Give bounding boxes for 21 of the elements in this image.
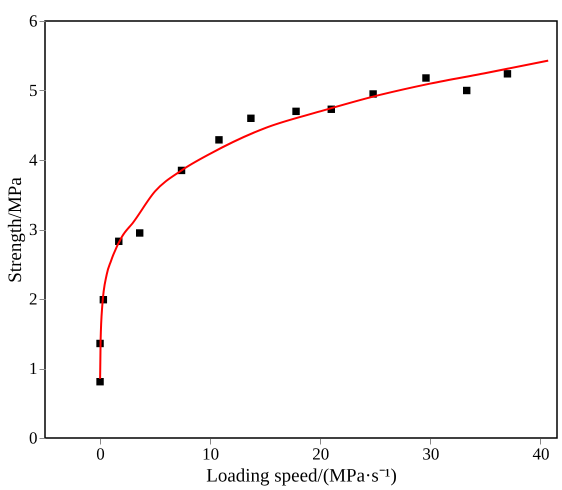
point	[504, 70, 512, 78]
x-axis-title: Loading speed/(MPa·s⁻¹)	[206, 466, 397, 486]
point	[247, 114, 255, 122]
y-tick-label: 5	[29, 81, 38, 100]
y-tick-label: 1	[29, 359, 38, 378]
x-tick-label: 10	[202, 444, 220, 464]
x-tick-label: 0	[96, 444, 105, 464]
y-tick-label: 4	[29, 150, 38, 170]
point	[96, 378, 104, 386]
y-tick-label: 6	[29, 12, 38, 30]
x-tick-label: 20	[312, 444, 330, 464]
point	[136, 229, 144, 237]
x-tick-label: 30	[422, 444, 440, 464]
point	[292, 108, 300, 116]
y-tick-label: 0	[29, 428, 38, 448]
y-tick-label: 2	[29, 290, 38, 308]
point	[463, 86, 470, 94]
x-tick-label: 40	[532, 444, 550, 464]
point	[215, 136, 223, 144]
y-tick-label: 3	[29, 220, 38, 239]
y-axis-title: Strength/MPa	[5, 176, 26, 283]
